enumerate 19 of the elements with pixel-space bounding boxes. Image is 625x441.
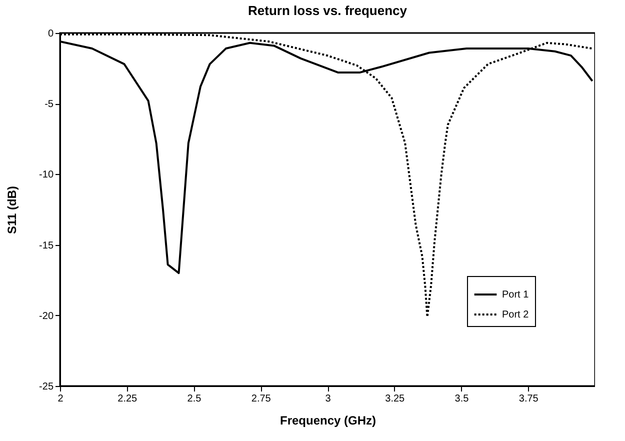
x-tick-label: 3 xyxy=(325,394,332,404)
y-axis-title: S11 (dB) xyxy=(5,186,20,234)
y-tick-label: -25 xyxy=(39,382,54,392)
y-tick-label: -5 xyxy=(44,99,54,110)
x-tick-label: 3.25 xyxy=(385,394,406,404)
x-tick-label: 2.5 xyxy=(187,394,202,404)
y-tick-label: 0 xyxy=(48,28,54,40)
y-tick-label: -10 xyxy=(39,170,54,181)
x-tick-label: 2.25 xyxy=(118,394,138,404)
x-tick-label: 2.75 xyxy=(251,394,272,404)
y-tick-label: -15 xyxy=(39,240,54,252)
x-tick-label: 3.5 xyxy=(454,394,470,404)
x-tick-label: 3.75 xyxy=(518,394,539,404)
legend-label: Port 2 xyxy=(502,310,530,320)
legend-label: Port 1 xyxy=(502,290,530,300)
y-tick-label: -20 xyxy=(39,310,54,322)
x-axis-title: Frequency (GHz) xyxy=(280,414,376,428)
chart-title: Return loss vs. frequency xyxy=(248,3,408,18)
x-tick-label: 2 xyxy=(58,394,64,404)
